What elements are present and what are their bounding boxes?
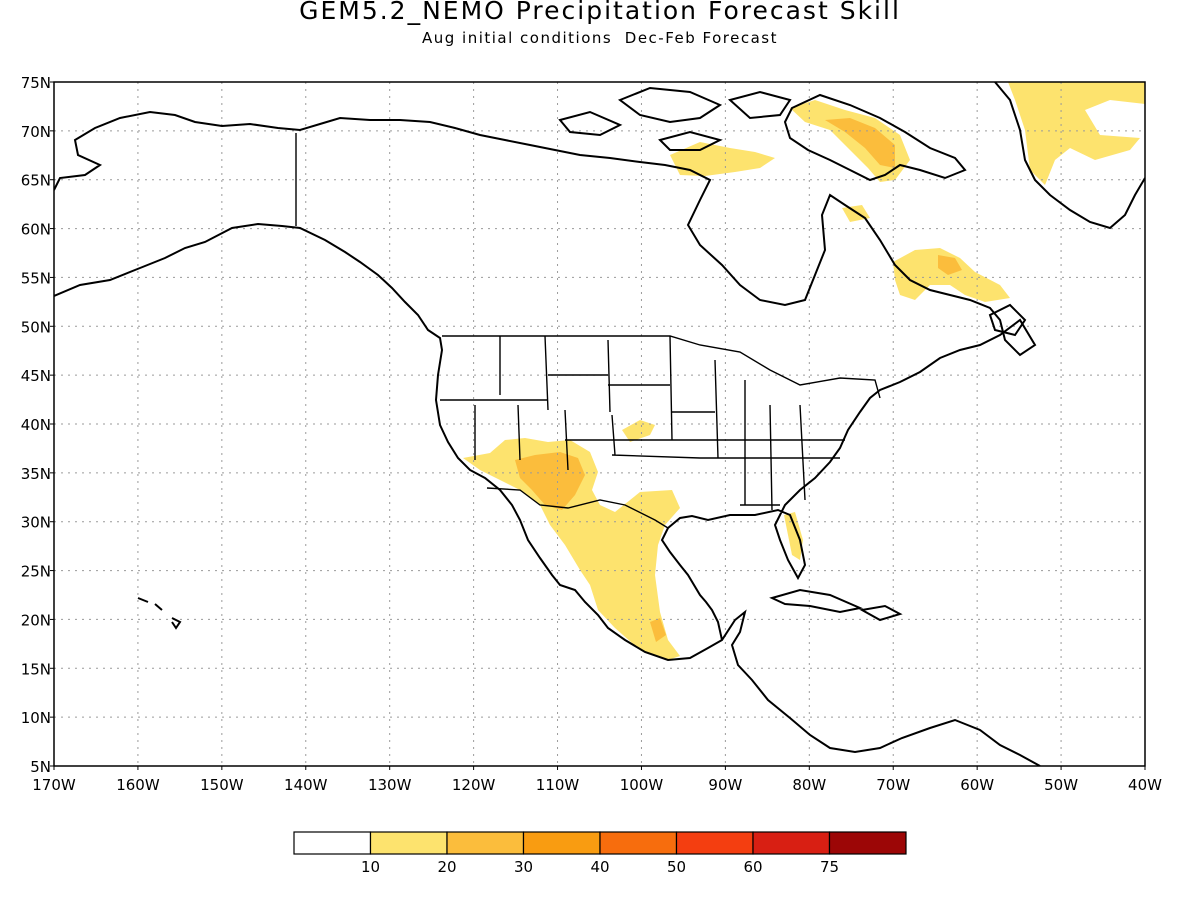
lat-tick-label: 65N — [21, 172, 51, 190]
coast-cuba — [769, 588, 864, 614]
shade-southwest-mexico — [463, 438, 680, 660]
lat-tick-label: 20N — [21, 611, 51, 629]
lon-tick-label: 50W — [1044, 776, 1078, 794]
colorbar-label: 75 — [820, 858, 839, 876]
colorbar-swatch — [599, 831, 678, 855]
colorbar-swatch — [522, 831, 601, 855]
coast-hispaniola — [859, 604, 903, 622]
shade-mexico-core — [650, 618, 666, 642]
coastlines — [54, 82, 1145, 766]
shade-plains — [622, 420, 655, 442]
lat-tick-label: 40N — [21, 416, 51, 434]
colorbar-label: 10 — [361, 858, 380, 876]
lon-tick-label: 120W — [452, 776, 496, 794]
border-us-mexico — [486, 487, 669, 529]
latitude-axis: 5N 10N 15N 20N 25N 30N 35N 40N 45N 50N 55N 60N 65N 70… — [21, 74, 54, 776]
colorbar-swatch — [446, 831, 525, 855]
lon-tick-label: 170W — [32, 776, 76, 794]
coast-newfoundland — [988, 303, 1027, 337]
political-borders — [295, 133, 881, 529]
shade-nunavut — [670, 142, 775, 176]
colorbar-swatch — [369, 831, 448, 855]
skill-shading — [463, 82, 1145, 660]
map-subtitle: Aug initial conditions Dec-Feb Forecast — [421, 29, 778, 47]
lon-tick-label: 70W — [876, 776, 910, 794]
coast-hawaii — [137, 597, 182, 630]
lon-tick-label: 40W — [1128, 776, 1162, 794]
shade-quebec — [893, 248, 1010, 302]
coast-baffin-island — [783, 93, 967, 182]
lon-tick-label: 60W — [960, 776, 994, 794]
shade-greenland — [1008, 82, 1145, 185]
lat-tick-label: 25N — [21, 563, 51, 581]
map-frame — [53, 81, 1146, 767]
lat-tick-label: 50N — [21, 318, 51, 336]
colorbar-swatch — [675, 831, 754, 855]
coast-greenland — [994, 82, 1145, 230]
lat-tick-label: 35N — [21, 465, 51, 483]
colorbar-label: 20 — [437, 858, 456, 876]
gridlines — [54, 82, 1145, 766]
shade-florida — [784, 512, 803, 560]
coast-north-america — [54, 110, 1041, 766]
lat-tick-label: 5N — [30, 758, 51, 776]
lon-tick-label: 90W — [708, 776, 742, 794]
colorbar-label: 40 — [590, 858, 609, 876]
border-us-states — [440, 335, 845, 511]
shade-baffin-core — [825, 118, 895, 168]
lat-tick-label: 45N — [21, 367, 51, 385]
lon-tick-label: 110W — [536, 776, 580, 794]
lat-tick-label: 70N — [21, 123, 51, 141]
lon-tick-label: 80W — [792, 776, 826, 794]
colorbar-swatch — [752, 831, 831, 855]
colorbar-label: 30 — [514, 858, 533, 876]
lat-tick-label: 60N — [21, 221, 51, 239]
lon-tick-label: 150W — [200, 776, 244, 794]
lat-tick-label: 75N — [21, 74, 51, 92]
colorbar-swatch — [828, 831, 907, 855]
longitude-axis: 170W 160W 150W 140W 130W 120W 110W 100W 90W 80W 70… — [32, 766, 1162, 794]
colorbar-label: 50 — [667, 858, 686, 876]
lat-tick-label: 30N — [21, 514, 51, 532]
lat-tick-label: 55N — [21, 269, 51, 287]
lon-tick-label: 140W — [284, 776, 328, 794]
coast-arctic-islands — [558, 86, 792, 151]
lat-tick-label: 10N — [21, 709, 51, 727]
colorbar-swatch — [293, 831, 372, 855]
border-us-canada — [442, 335, 881, 399]
lon-tick-label: 130W — [368, 776, 412, 794]
lon-tick-label: 100W — [620, 776, 664, 794]
colorbar: 10 20 30 40 50 60 75 — [293, 831, 907, 876]
map-title: GEM5.2_NEMO Precipitation Forecast Skill — [299, 0, 901, 25]
colorbar-label: 60 — [743, 858, 762, 876]
lon-tick-label: 160W — [116, 776, 160, 794]
shade-quebec-core — [938, 255, 962, 275]
lat-tick-label: 15N — [21, 660, 51, 678]
